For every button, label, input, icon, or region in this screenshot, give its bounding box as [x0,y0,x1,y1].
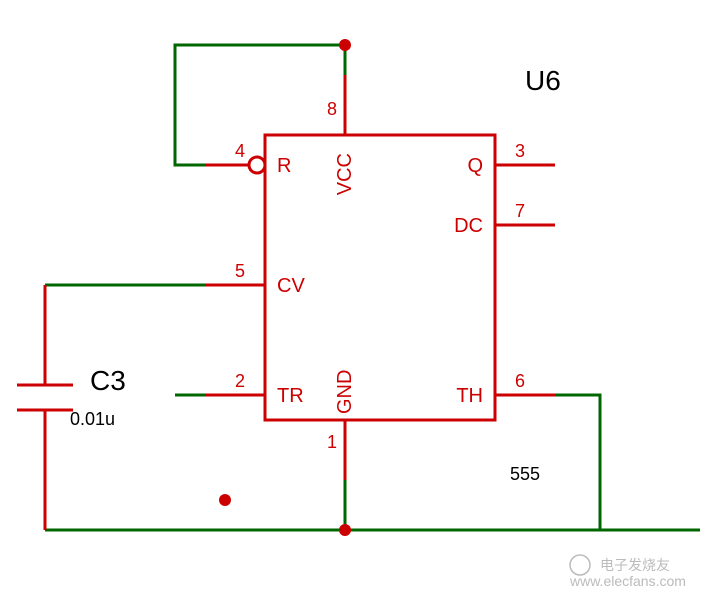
ic-value: 555 [510,464,540,484]
pin-num-dc: 7 [515,201,525,221]
watermark-icon [570,555,590,575]
pin-num-cv: 5 [235,261,245,281]
wire-th-to-gnd [345,395,600,530]
pin-num-r: 4 [235,141,245,161]
junction-gnd-junction [339,524,351,536]
wire-cap-to-gnd [45,480,345,530]
pin-label-th: TH [456,385,483,407]
junction-stray-dot [219,494,231,506]
wire-r-to-vcc [175,45,345,165]
cap-ref: C3 [90,365,126,396]
pin-num-tr: 2 [235,371,245,391]
pin-num-th: 6 [515,371,525,391]
pin-label-cv: CV [277,275,305,297]
pin-num-q: 3 [515,141,525,161]
cap-value: 0.01u [70,409,115,429]
pin-num-vcc: 8 [327,99,337,119]
junction-vcc-junction [339,39,351,51]
watermark-url: www.elecfans.com [569,573,686,589]
pin-label-gnd: GND [334,370,356,414]
pin-label-q: Q [467,155,483,177]
pin-num-gnd: 1 [327,432,337,452]
pin-label-dc: DC [454,215,483,237]
pin-bubble-r [249,157,265,173]
pin-label-tr: TR [277,385,304,407]
pin-label-r: R [277,155,291,177]
watermark-text: 电子发烧友 [600,557,670,573]
ic-ref: U6 [525,65,561,96]
pin-label-vcc: VCC [334,153,356,195]
